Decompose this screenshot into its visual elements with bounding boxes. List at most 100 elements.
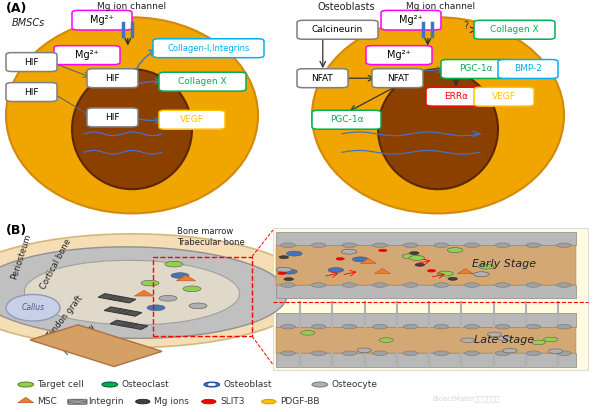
Circle shape <box>279 256 289 259</box>
FancyBboxPatch shape <box>381 10 441 30</box>
Circle shape <box>281 243 295 248</box>
Circle shape <box>286 251 302 256</box>
Circle shape <box>447 248 463 253</box>
Circle shape <box>427 269 436 272</box>
Circle shape <box>526 243 541 248</box>
Text: NFAT: NFAT <box>386 74 409 83</box>
Text: BMSCs: BMSCs <box>12 18 45 28</box>
Ellipse shape <box>0 247 287 338</box>
Polygon shape <box>134 290 154 296</box>
Text: Mg²⁺: Mg²⁺ <box>90 15 114 25</box>
FancyBboxPatch shape <box>6 53 57 72</box>
Circle shape <box>189 303 207 309</box>
Ellipse shape <box>72 69 192 189</box>
FancyBboxPatch shape <box>87 69 138 88</box>
Circle shape <box>487 332 502 337</box>
Circle shape <box>403 351 418 356</box>
Ellipse shape <box>312 17 564 213</box>
Circle shape <box>311 243 326 248</box>
Circle shape <box>301 330 315 335</box>
FancyBboxPatch shape <box>297 69 348 88</box>
Text: Mg ions: Mg ions <box>154 397 189 406</box>
Circle shape <box>0 234 312 348</box>
Circle shape <box>434 283 449 287</box>
Circle shape <box>557 351 571 356</box>
Polygon shape <box>276 327 576 353</box>
Text: Tendon graft: Tendon graft <box>45 294 85 341</box>
Circle shape <box>311 351 326 356</box>
Text: HIF: HIF <box>105 113 120 122</box>
Text: NFAT: NFAT <box>311 74 334 83</box>
Text: (B): (B) <box>6 225 27 237</box>
Text: Late Stage: Late Stage <box>474 335 534 345</box>
Polygon shape <box>276 245 576 285</box>
Polygon shape <box>104 307 142 316</box>
Circle shape <box>403 324 418 329</box>
Polygon shape <box>361 258 376 264</box>
Circle shape <box>312 382 328 387</box>
Circle shape <box>415 263 425 266</box>
Text: PGC-1α: PGC-1α <box>458 65 493 73</box>
Text: Mg ion channel: Mg ion channel <box>97 2 167 11</box>
Circle shape <box>336 258 344 260</box>
Circle shape <box>434 351 449 356</box>
Text: BMP-2: BMP-2 <box>514 65 542 73</box>
Circle shape <box>171 273 189 279</box>
Text: ?: ? <box>464 21 469 31</box>
Ellipse shape <box>25 260 239 325</box>
Circle shape <box>403 243 418 248</box>
Text: Mg screw: Mg screw <box>63 323 97 357</box>
Circle shape <box>208 384 215 386</box>
Text: Osteoclast: Osteoclast <box>121 380 169 389</box>
Circle shape <box>281 351 295 356</box>
Circle shape <box>262 399 276 404</box>
Circle shape <box>526 283 541 287</box>
FancyBboxPatch shape <box>474 87 534 106</box>
Circle shape <box>183 286 201 292</box>
Circle shape <box>496 283 510 287</box>
FancyBboxPatch shape <box>87 108 138 127</box>
Circle shape <box>311 283 326 287</box>
Circle shape <box>544 337 558 342</box>
Circle shape <box>379 338 394 342</box>
Circle shape <box>342 243 356 248</box>
Polygon shape <box>273 228 588 370</box>
Circle shape <box>465 324 479 329</box>
Text: Collagen-I,Integrins: Collagen-I,Integrins <box>167 44 250 53</box>
Circle shape <box>276 267 292 272</box>
Text: Early Stage: Early Stage <box>472 259 536 269</box>
Circle shape <box>136 399 150 404</box>
Circle shape <box>342 283 356 287</box>
FancyBboxPatch shape <box>276 353 576 367</box>
Ellipse shape <box>6 295 60 321</box>
Circle shape <box>403 283 418 287</box>
Circle shape <box>465 243 479 248</box>
Circle shape <box>204 382 220 387</box>
Circle shape <box>311 324 326 329</box>
FancyBboxPatch shape <box>312 110 381 129</box>
Circle shape <box>278 272 286 275</box>
Circle shape <box>409 255 425 260</box>
Text: HIF: HIF <box>105 74 120 83</box>
Circle shape <box>496 351 510 356</box>
Text: HIF: HIF <box>24 88 39 96</box>
Circle shape <box>503 349 517 353</box>
Circle shape <box>342 351 356 356</box>
Circle shape <box>357 348 371 353</box>
Text: SLIT3: SLIT3 <box>220 397 245 406</box>
Circle shape <box>531 340 545 344</box>
Circle shape <box>379 249 387 252</box>
Text: (A): (A) <box>6 2 28 15</box>
FancyBboxPatch shape <box>54 46 120 65</box>
FancyBboxPatch shape <box>276 314 576 327</box>
Polygon shape <box>110 320 148 330</box>
Circle shape <box>202 399 216 404</box>
FancyBboxPatch shape <box>372 69 423 88</box>
Circle shape <box>526 351 541 356</box>
Text: Osteoblasts: Osteoblasts <box>318 2 376 12</box>
Circle shape <box>557 324 571 329</box>
FancyBboxPatch shape <box>441 59 510 78</box>
Circle shape <box>434 324 449 329</box>
FancyBboxPatch shape <box>68 399 87 404</box>
Circle shape <box>498 336 512 341</box>
